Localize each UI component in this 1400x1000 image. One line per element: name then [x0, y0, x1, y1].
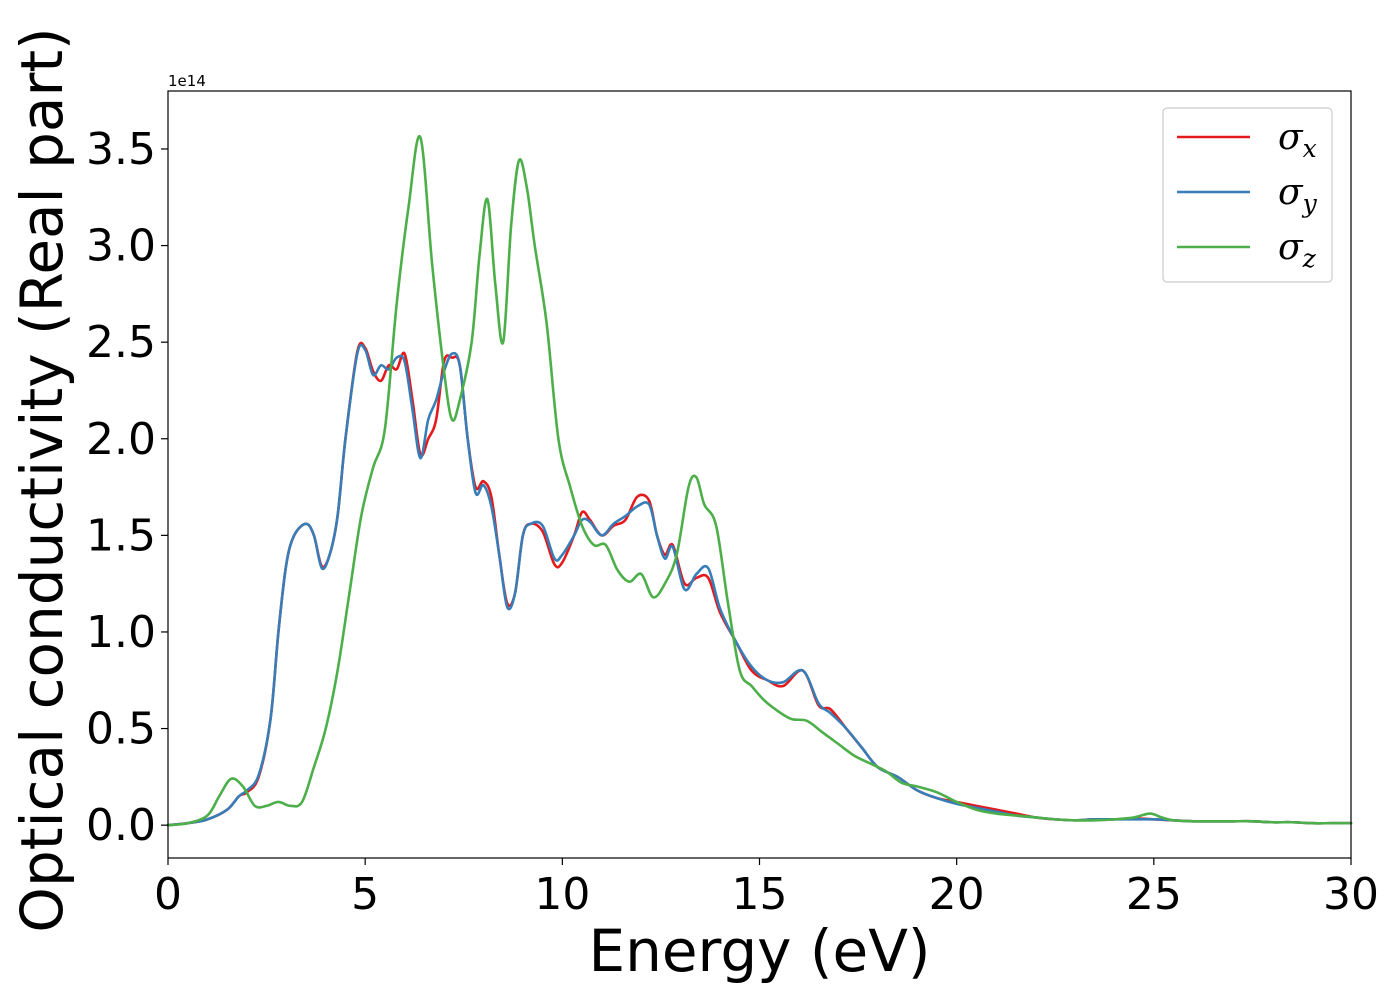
- x-ticks: 0 5 10 15 20 25 30: [154, 858, 1379, 920]
- y-offset-label: 1e14: [168, 72, 206, 90]
- legend-label-sigma-y: σy: [1278, 172, 1318, 218]
- x-tick-label: 20: [929, 869, 985, 920]
- y-tick-label: 0.5: [86, 704, 156, 755]
- x-tick-label: 10: [534, 869, 590, 920]
- legend-label-sigma-x: σx: [1278, 117, 1317, 163]
- x-tick-label: 15: [732, 869, 788, 920]
- legend-box: [1162, 107, 1333, 283]
- y-tick-label: 2.0: [86, 414, 156, 465]
- x-tick-label: 0: [154, 869, 182, 920]
- y-tick-label: 0.0: [86, 800, 156, 851]
- x-axis-title: Energy (eV): [588, 917, 930, 985]
- x-tick-label: 25: [1126, 869, 1182, 920]
- y-tick-label: 3.0: [86, 221, 156, 272]
- y-tick-label: 1.5: [86, 510, 156, 561]
- y-ticks: 0.0 0.5 1.0 1.5 2.0 2.5 3.0 3.5: [86, 124, 168, 851]
- x-tick-label: 30: [1323, 869, 1379, 920]
- legend-label-sigma-z: σz: [1278, 227, 1317, 273]
- x-tick-label: 5: [351, 869, 379, 920]
- series-layer: [166, 134, 1353, 827]
- series-line-sigma-z: [166, 134, 1353, 827]
- y-axis-title: Optical conductivity (Real part): [8, 27, 76, 932]
- y-tick-label: 1.0: [86, 607, 156, 658]
- y-tick-label: 3.5: [86, 124, 156, 175]
- y-tick-label: 2.5: [86, 317, 156, 368]
- legend: σx σy σz: [1162, 107, 1333, 283]
